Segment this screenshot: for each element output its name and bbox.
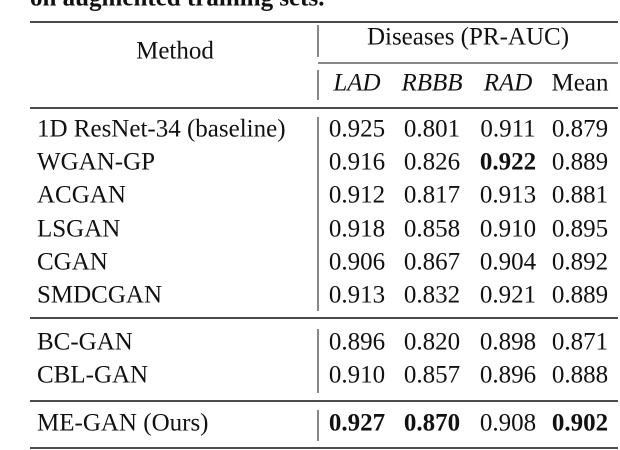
score-cell: 0.910 [329, 362, 385, 389]
method-name: ME-GAN (Ours) [37, 410, 209, 437]
group-header: Diseases (PR-AUC) [367, 24, 569, 51]
score-cell: 0.925 [329, 116, 385, 143]
column-header: Mean [552, 70, 609, 97]
method-name: BC-GAN [37, 329, 133, 356]
score-cell: 0.896 [329, 329, 385, 356]
score-cell: 0.906 [329, 249, 385, 276]
method-name: ACGAN [37, 182, 126, 209]
method-header: Method [136, 38, 214, 65]
score-cell: 0.801 [404, 116, 460, 143]
score-cell: 0.881 [552, 182, 608, 209]
score-cell: 0.912 [329, 182, 385, 209]
method-name: CBL-GAN [37, 362, 148, 389]
score-cell: 0.896 [480, 362, 536, 389]
score-cell: 0.879 [552, 116, 608, 143]
score-cell: 0.913 [480, 182, 536, 209]
score-cell: 0.908 [480, 410, 536, 437]
score-cell: 0.870 [404, 410, 460, 437]
method-name: LSGAN [37, 216, 120, 243]
column-header: LAD [332, 70, 380, 97]
score-cell: 0.902 [552, 410, 608, 437]
score-cell: 0.867 [404, 249, 460, 276]
score-cell: 0.817 [404, 182, 460, 209]
score-cell: 0.889 [552, 149, 608, 176]
method-name: WGAN-GP [37, 149, 155, 176]
score-cell: 0.888 [552, 362, 608, 389]
score-cell: 0.910 [480, 216, 536, 243]
score-cell: 0.921 [480, 282, 536, 309]
score-cell: 0.832 [404, 282, 460, 309]
score-cell: 0.922 [480, 149, 536, 176]
column-header: RAD [483, 70, 533, 97]
score-cell: 0.857 [404, 362, 460, 389]
score-cell: 0.911 [480, 116, 535, 143]
score-cell: 0.858 [404, 216, 460, 243]
score-cell: 0.913 [329, 282, 385, 309]
score-cell: 0.918 [329, 216, 385, 243]
score-cell: 0.898 [480, 329, 536, 356]
score-cell: 0.916 [329, 149, 385, 176]
method-name: 1D ResNet-34 (baseline) [37, 116, 286, 143]
score-cell: 0.820 [404, 329, 460, 356]
method-name: SMDCGAN [37, 282, 162, 309]
score-cell: 0.904 [480, 249, 537, 276]
score-cell: 0.826 [404, 149, 460, 176]
score-cell: 0.895 [552, 216, 608, 243]
method-name: CGAN [37, 249, 108, 276]
score-cell: 0.927 [329, 410, 385, 437]
score-cell: 0.892 [552, 249, 608, 276]
column-header: RBBB [400, 70, 462, 97]
caption-fragment: on augmented training sets. [30, 0, 324, 12]
score-cell: 0.871 [552, 329, 608, 356]
score-cell: 0.889 [552, 282, 608, 309]
